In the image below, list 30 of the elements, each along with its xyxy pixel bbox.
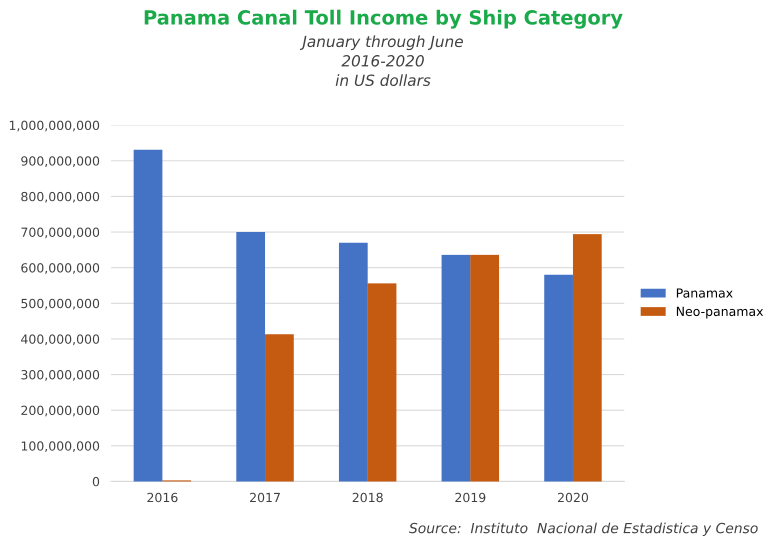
x-tick-label: 2019 — [455, 492, 486, 502]
y-tick-label: 100,000,000 — [22, 441, 100, 452]
y-tick-label: 900,000,000 — [21, 156, 100, 167]
y-tick-label: 700,000,000 — [21, 227, 100, 238]
bar — [572, 234, 602, 482]
x-tick-label: 2017 — [250, 492, 280, 502]
bar — [544, 274, 573, 482]
chart-subtitle: January through June 2016-2020 in US dollars — [300, 35, 463, 86]
source-note: Source: Instituto Nacional de Estadistica y Censo — [409, 522, 758, 536]
y-tick-label: 300,000,000 — [21, 370, 100, 381]
x-tick-label: 2020 — [558, 492, 588, 502]
x-tick-label: 2018 — [352, 492, 383, 502]
bar — [265, 334, 294, 482]
y-tick-label: 400,000,000 — [21, 334, 100, 346]
y-tick-label: 800,000,000 — [21, 192, 100, 203]
bar — [236, 232, 266, 482]
x-tick-label: 2016 — [147, 492, 178, 502]
chart-title: Panama Canal Toll Income by Ship Category — [144, 10, 623, 29]
bar — [368, 283, 396, 482]
y-tick-label: 200,000,000 — [21, 406, 100, 416]
y-tick-label: 500,000,000 — [21, 298, 100, 310]
y-tick-label: 1,000,000,000 — [10, 120, 100, 132]
legend-label: Panamax — [676, 288, 733, 298]
bar — [442, 254, 470, 482]
bar — [470, 254, 500, 482]
y-tick-label: 600,000,000 — [21, 263, 100, 274]
bar — [134, 150, 162, 482]
y-tick-label: 0 — [92, 476, 100, 486]
bar — [338, 242, 368, 482]
legend-label: Neo-panamax — [676, 306, 764, 319]
